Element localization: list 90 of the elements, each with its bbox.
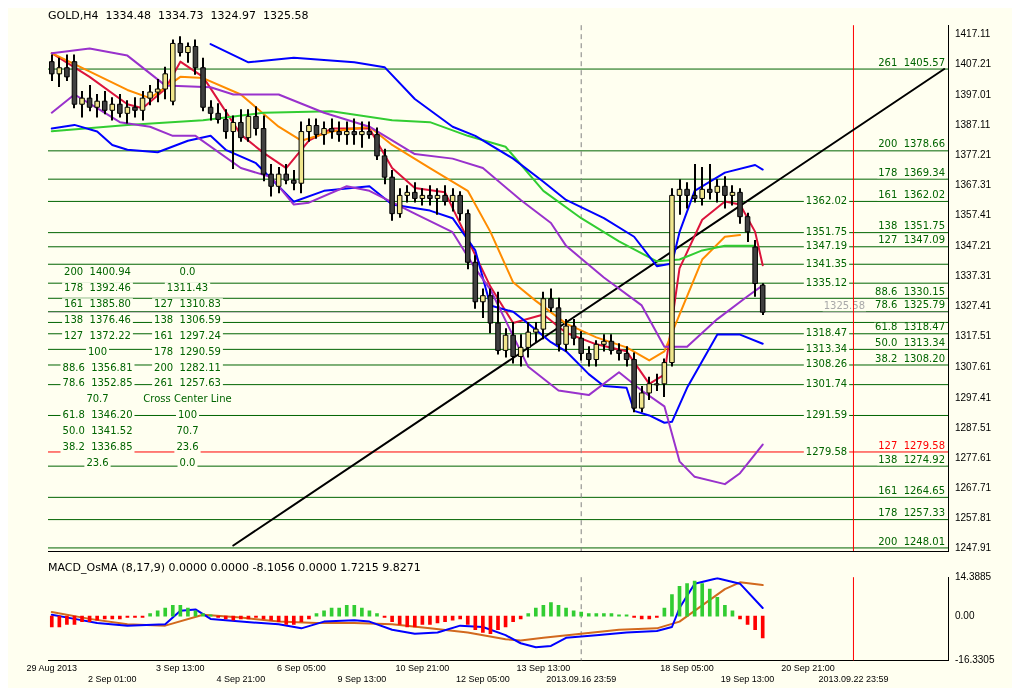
annotation: 38.2 1336.85 [62,441,133,453]
y-tick-label: 1417.11 [955,27,991,39]
annotation: 1279.58 [805,445,848,457]
x-tick-label: 10 Sep 21:00 [395,663,450,674]
ref-line-label: 50.0 1313.34 [875,336,946,348]
x-tick-label: 4 Sep 21:00 [216,674,266,685]
annotation: 1351.75 [805,226,848,238]
chart-title: MACD_OsMA (8,17,9) 0.0000 0.0000 -8.1056 0.0000 1.7215 9.8271 [48,561,421,575]
annotation: 138 1306.59 [154,313,221,325]
y-tick-label: 1387.11 [955,118,991,130]
annotation: Cross Center Line [143,393,232,405]
y-tick-label: 1267.71 [955,481,992,493]
annotation: 1301.74 [805,378,848,390]
ref-line-label: 261 1405.57 [878,56,945,68]
annotation: 1341.35 [805,257,848,269]
ref-line-label: 61.8 1318.47 [875,321,946,333]
annotation: 100 [177,409,198,421]
annotation: 0.0 [179,457,196,469]
x-tick-label: 2013.09.16 23:59 [546,674,617,685]
annotation: 1347.19 [805,240,848,252]
ref-line-label: 200 1248.01 [878,535,945,547]
ref-line-label: 178 1257.33 [878,507,945,519]
y-tick-label: 1357.41 [955,209,992,221]
annotation: 100 [87,345,108,357]
ref-line-label: 138 1274.92 [878,453,945,465]
x-tick-label: 12 Sep 05:00 [456,674,510,685]
y-tick-label: 1377.21 [955,149,992,160]
ref-line-label: 161 1264.65 [878,484,945,496]
y-tick-label: -16.3305 [955,654,995,666]
annotation: 1335.12 [805,276,848,288]
annotation: 1318.47 [805,327,848,339]
annotation: 1311.43 [166,281,209,293]
x-tick-label: 19 Sep 13:00 [720,674,775,685]
ref-line-label: 127 1347.09 [878,234,945,246]
annotation: 0.0 [179,265,196,277]
y-tick-label: 1367.31 [955,179,992,191]
ref-line-label: 127 1279.58 [878,439,945,451]
ref-line-label: 178 1369.34 [878,166,945,178]
y-tick-label: 1297.41 [955,391,992,403]
ref-line-label: 138 1351.75 [878,220,945,232]
annotation: 127 1310.83 [154,297,221,309]
annotation: 50.0 1341.52 [62,425,133,437]
ref-line-label: 88.6 1330.15 [875,285,946,297]
y-tick-label: 1347.21 [955,240,992,252]
annotation: 138 1376.46 [64,313,131,325]
ref-line-label: 200 1378.66 [878,138,945,150]
ref-line-label: 78.6 1325.79 [875,299,946,311]
ref-line-label: 38.2 1308.20 [875,352,946,364]
y-tick-label: 1397.01 [955,88,992,100]
annotation: 178 1290.59 [154,345,221,357]
annotation: 23.6 [176,441,199,453]
y-tick-label: 1317.51 [955,330,992,342]
x-tick-label: 6 Sep 05:00 [277,663,326,674]
y-tick-label: 1287.51 [955,421,992,433]
x-tick-label: 20 Sep 21:00 [781,663,835,674]
annotation: 1291.59 [805,409,848,421]
y-tick-label: 1307.61 [955,360,992,372]
x-tick-label: 2013.09.22 23:59 [818,674,889,685]
x-tick-label: 29 Aug 2013 [26,663,78,674]
x-tick-label: 18 Sep 05:00 [660,663,714,674]
annotation: 70.7 [176,425,199,437]
annotation: 161 1385.80 [64,297,131,309]
y-tick-label: 14.3885 [955,570,992,582]
annotation: 200 1400.94 [64,265,131,277]
y-tick-label: 1247.91 [955,541,992,553]
annotation: 1313.34 [805,342,848,354]
annotation: 261 1257.63 [154,377,221,389]
annotation: 23.6 [86,457,109,469]
x-tick-label: 2 Sep 01:00 [88,674,137,685]
chart-title: GOLD,H4 1334.48 1334.73 1324.97 1325.58 [48,9,309,23]
x-tick-label: 13 Sep 13:00 [516,663,571,674]
annotation: 200 1282.11 [154,361,221,373]
annotation: 127 1372.22 [64,329,131,341]
y-tick-label: 0.00 [955,609,975,621]
annotation: 178 1392.46 [64,281,131,293]
y-tick-label: 1407.21 [955,57,992,69]
x-tick-label: 3 Sep 13:00 [156,663,205,674]
annotation: 1308.26 [805,358,848,370]
y-tick-label: 1257.81 [955,511,992,523]
y-tick-label: 1277.61 [955,451,992,463]
y-tick-label: 1337.31 [955,270,992,282]
annotation: 78.6 1352.85 [62,377,133,389]
annotation: 70.7 [86,393,109,405]
ref-line-label: 161 1362.02 [878,189,945,201]
annotation: 1362.02 [805,195,848,207]
annotation: 161 1297.24 [154,329,221,341]
x-tick-label: 9 Sep 13:00 [337,674,387,685]
y-tick-label: 1327.41 [955,300,992,312]
annotation: 88.6 1356.81 [62,361,133,373]
annotation: 61.8 1346.20 [62,409,133,421]
